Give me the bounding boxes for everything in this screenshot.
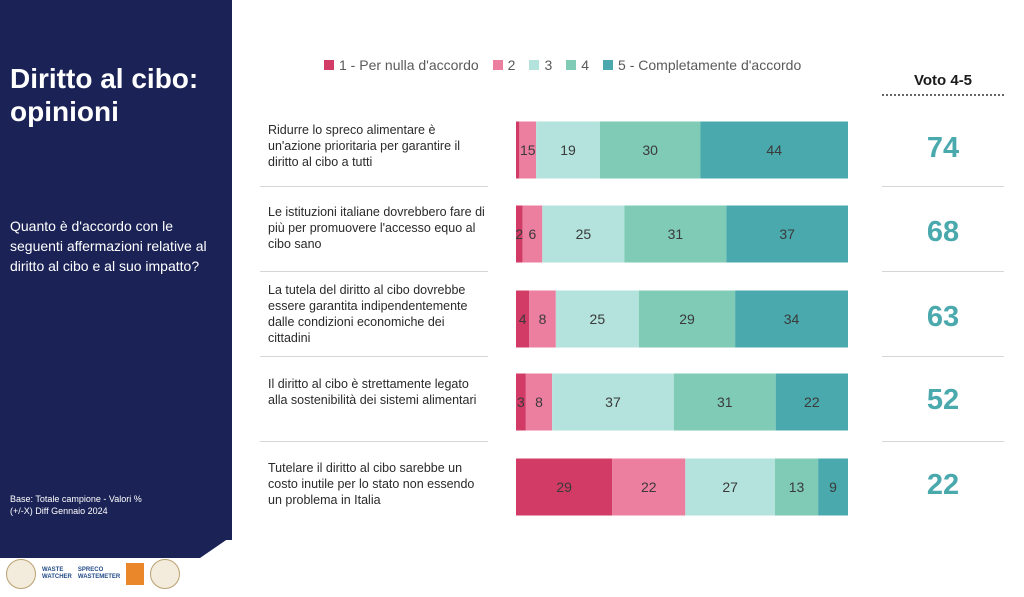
row-label: Le istituzioni italiane dovrebbero fare … <box>268 205 485 251</box>
legend-swatch <box>566 60 577 70</box>
data-label: 37 <box>605 394 621 410</box>
legend-label: 3 <box>544 57 553 73</box>
bar-segment <box>516 458 613 516</box>
data-label: 8 <box>539 311 547 327</box>
voto-divider <box>882 271 1004 272</box>
data-label: 3 <box>517 394 525 410</box>
bar-segment <box>700 121 848 179</box>
wastemeter-logo: SPRECO WASTEMETER <box>77 567 121 580</box>
data-label: 8 <box>535 394 543 410</box>
voto-value: 68 <box>926 216 960 248</box>
bar-segment <box>552 373 674 431</box>
row-label: Il diritto al cibo è strettamente legato… <box>268 377 477 407</box>
bar-segment <box>555 290 639 348</box>
bar-segment <box>612 458 686 516</box>
voto-divider <box>882 356 1004 357</box>
bar-segment <box>542 205 625 263</box>
legend-swatch <box>492 60 503 70</box>
last-minute-market-logo <box>126 563 145 585</box>
sponsor-seal-logo <box>6 559 36 589</box>
data-label: 6 <box>529 226 537 242</box>
data-label: 19 <box>560 142 576 158</box>
bar-segment <box>774 458 819 516</box>
data-label: 15 <box>520 142 536 158</box>
data-label: 13 <box>789 479 805 495</box>
bar-segment <box>519 121 537 179</box>
voto-divider <box>882 186 1004 187</box>
voto-header-underline <box>882 94 1004 96</box>
voto-divider <box>882 441 1004 442</box>
survey-question: Quanto è d'accordo con le seguenti affer… <box>10 218 207 274</box>
title-panel <box>0 0 232 540</box>
footer-logos: WASTE WATCHER SPRECO WASTEMETER <box>6 556 181 592</box>
chart-legend: 1 - Per nulla d'accordo 2 3 4 5 - Completame… <box>324 56 815 74</box>
bar-segment <box>726 205 848 263</box>
legend-item: 2 <box>492 57 516 73</box>
bar-segment <box>522 205 543 263</box>
row-label: Tutelare il diritto al cibo sarebbe un c… <box>268 461 475 507</box>
panel-cut-corner <box>0 536 232 558</box>
legend-swatch <box>324 60 334 70</box>
university-seal-logo <box>150 559 181 589</box>
voto-value: 63 <box>926 301 960 333</box>
data-label: 31 <box>668 226 684 242</box>
legend-label: 5 - Completamente d'accordo <box>618 57 802 73</box>
legend-item: 1 - Per nulla d'accordo <box>324 57 479 73</box>
data-label: 34 <box>784 311 800 327</box>
bar-segment <box>735 290 848 348</box>
bar-segment <box>516 205 523 263</box>
waste-watcher-logo: WASTE WATCHER <box>42 567 72 580</box>
legend-label: 1 - Per nulla d'accordo <box>339 57 479 73</box>
legend-label: 4 <box>581 57 590 73</box>
legend-item: 4 <box>566 57 589 73</box>
bar-segment <box>516 373 526 431</box>
data-label: 4 <box>519 311 527 327</box>
legend-label: 2 <box>507 57 516 73</box>
page-title: Diritto al cibo: opinioni <box>10 63 199 127</box>
base-note-line1: Base: Totale campione - Valori % <box>10 494 142 504</box>
row-divider <box>260 441 488 442</box>
data-label: 25 <box>590 311 606 327</box>
bar-segment <box>516 290 530 348</box>
bar-segment <box>685 458 775 516</box>
data-label: 9 <box>829 479 837 495</box>
data-label: 31 <box>717 394 733 410</box>
bar-segment <box>818 458 848 516</box>
row-label: Ridurre lo spreco alimentare è un'azione… <box>268 123 461 169</box>
voto-value: 74 <box>926 132 960 164</box>
data-label: 44 <box>766 142 782 158</box>
voto-value: 22 <box>926 469 960 501</box>
bar-segment <box>638 290 736 348</box>
data-label: 22 <box>804 394 820 410</box>
bar-segment <box>525 373 553 431</box>
legend-item: 3 <box>529 57 552 73</box>
data-label: 30 <box>642 142 658 158</box>
base-note: Base: Totale campione - Valori % (+/-X) … <box>10 493 210 517</box>
bar-segment <box>516 121 520 179</box>
bar-segment <box>775 373 848 431</box>
voto-value: 52 <box>926 384 960 416</box>
row-divider <box>260 186 488 187</box>
data-label: 27 <box>722 479 738 495</box>
data-label: 22 <box>641 479 657 495</box>
data-label: 2 <box>515 226 523 242</box>
legend-item: 5 - Completamente d'accordo <box>603 57 801 73</box>
voto-header: Voto 4-5 <box>913 72 973 89</box>
bar-segment <box>599 121 701 179</box>
row-divider <box>260 356 488 357</box>
bar-segment <box>624 205 727 263</box>
data-label: 25 <box>576 226 592 242</box>
data-label: 29 <box>556 479 572 495</box>
data-label: 29 <box>679 311 695 327</box>
row-label: La tutela del diritto al cibo dovrebbe e… <box>268 283 468 345</box>
legend-swatch <box>603 60 614 70</box>
bar-segment <box>673 373 776 431</box>
bar-segment <box>529 290 556 348</box>
legend-swatch <box>529 60 540 70</box>
data-label: 37 <box>779 226 795 242</box>
row-divider <box>260 271 488 272</box>
base-note-line2: (+/-X) Diff Gennaio 2024 <box>10 506 108 516</box>
bar-segment <box>536 121 600 179</box>
